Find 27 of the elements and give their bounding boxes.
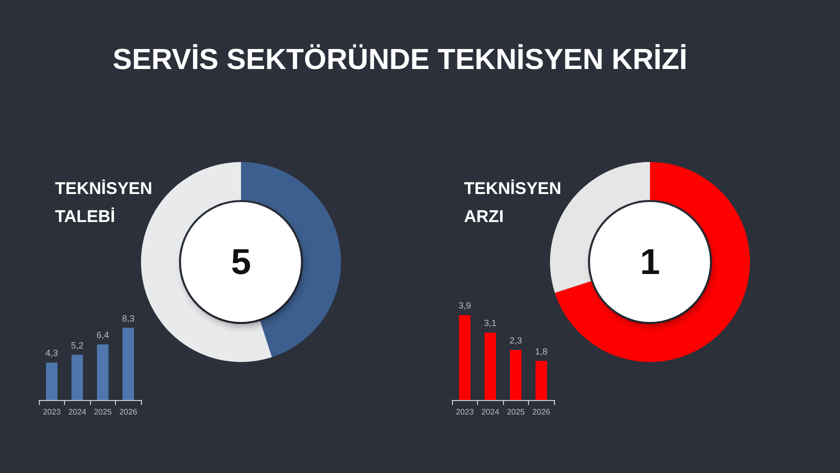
bar bbox=[97, 344, 108, 400]
data-label: 4,3 bbox=[45, 348, 58, 358]
x-tick-label: 2026 bbox=[532, 408, 551, 416]
bar bbox=[46, 362, 58, 400]
bar bbox=[510, 350, 522, 400]
data-label: 2,3 bbox=[509, 335, 522, 346]
text: TEKNİSYEN ARZI bbox=[464, 178, 562, 228]
bar bbox=[536, 360, 547, 400]
data-label: 3,1 bbox=[484, 318, 497, 328]
bar bbox=[484, 332, 496, 400]
x-tick-label: 2023 bbox=[42, 408, 62, 416]
data-label: 1,8 bbox=[534, 346, 548, 356]
bar bbox=[122, 328, 134, 400]
data-label: 3,9 bbox=[458, 300, 472, 311]
bar bbox=[72, 354, 83, 400]
data-label: 8,3 bbox=[122, 313, 135, 324]
text: SERVİS SEKTÖRÜNDE TEKNİSYEN KRİZİ bbox=[112, 44, 688, 77]
bar bbox=[459, 315, 470, 400]
x-tick-label: 2025 bbox=[506, 408, 526, 416]
data-label: 6,4 bbox=[96, 330, 110, 340]
data-label: 5,2 bbox=[70, 340, 84, 350]
x-tick-label: 2025 bbox=[94, 408, 112, 416]
x-tick-label: 2024 bbox=[481, 408, 500, 416]
text: TEKNİSYEN TALEBİ bbox=[55, 178, 154, 228]
x-tick-label: 2023 bbox=[456, 408, 474, 416]
x-tick-label: 2024 bbox=[68, 408, 87, 416]
x-tick-label: 2026 bbox=[119, 408, 138, 416]
